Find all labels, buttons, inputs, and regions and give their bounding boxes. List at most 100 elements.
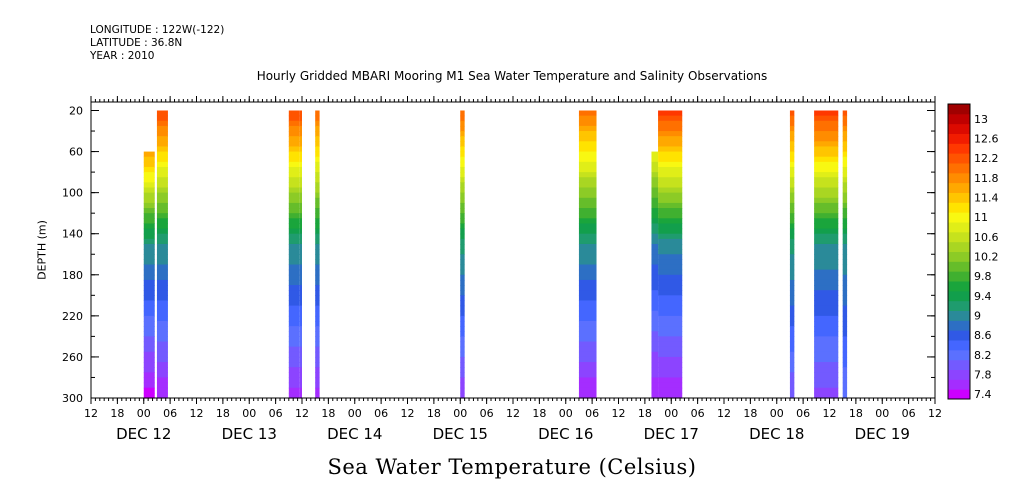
profile-cell <box>789 208 795 214</box>
profile-cell <box>299 208 302 214</box>
profile-cell <box>651 166 659 173</box>
profile-cell <box>789 218 795 225</box>
profile-cell <box>789 238 795 245</box>
profile-cell <box>658 141 683 148</box>
profile-cell <box>789 351 795 358</box>
profile-cell <box>578 161 597 168</box>
profile-cell <box>578 326 597 332</box>
profile-cell <box>842 341 848 348</box>
profile-cell <box>789 285 795 291</box>
profile-cell <box>460 351 465 358</box>
x-date-label: DEC 17 <box>644 425 699 443</box>
profile-cell <box>143 285 155 291</box>
profile-cell <box>658 233 683 240</box>
profile-cell <box>460 362 465 368</box>
profile-cell <box>288 110 300 117</box>
colorbar-border <box>947 103 971 400</box>
profile-cell <box>578 269 597 276</box>
profile-cell <box>156 264 168 271</box>
x-tick-label: 06 <box>691 407 705 420</box>
x-tick-label: 00 <box>664 407 678 420</box>
profile-cell <box>143 166 155 173</box>
profile-cell <box>288 182 300 189</box>
profile-cell <box>814 274 839 281</box>
colorbar-swatch <box>948 261 970 272</box>
profile-cell <box>288 392 300 399</box>
profile-cell <box>315 295 320 302</box>
colorbar-swatch <box>948 310 970 321</box>
profile-cell <box>814 202 839 209</box>
profile-cell <box>143 295 155 302</box>
colorbar-swatch <box>948 172 970 184</box>
profile-cell <box>842 187 848 194</box>
profile-cell <box>651 233 659 240</box>
profile-bar <box>651 151 659 399</box>
profile-cell <box>789 187 795 194</box>
profile-cell <box>651 362 659 368</box>
profile-cell <box>288 259 300 266</box>
profile-cell <box>842 197 848 204</box>
profile-cell <box>156 259 168 266</box>
colorbar-swatch <box>948 330 970 341</box>
chart-title: Hourly Gridded MBARI Mooring M1 Sea Wate… <box>256 69 768 83</box>
profile-cell <box>299 120 302 127</box>
profile-cell <box>658 213 683 219</box>
profile-cell <box>578 228 597 235</box>
profile-cell <box>460 336 465 343</box>
profile-cell <box>578 259 597 266</box>
profile-cell <box>658 351 683 358</box>
profile-cell <box>578 131 597 137</box>
profile-cell <box>288 387 300 394</box>
colorbar-swatch <box>948 340 970 351</box>
profile-cell <box>651 274 659 281</box>
profile-cell <box>658 115 683 122</box>
x-tick-label: 06 <box>902 407 916 420</box>
profile-cell <box>315 346 320 353</box>
profile-cell <box>842 351 848 358</box>
profile-cell <box>156 115 168 122</box>
profile-cell <box>578 208 597 214</box>
profile-cell <box>814 110 839 117</box>
profile-cell <box>288 341 300 348</box>
profile-cell <box>143 367 155 373</box>
colorbar-swatch <box>948 290 970 302</box>
profile-cell <box>789 228 795 235</box>
profile-cell <box>789 367 795 373</box>
profile-cell <box>842 382 848 389</box>
profile-cell <box>814 310 839 317</box>
profile-cell <box>143 182 155 189</box>
profile-cell <box>578 315 597 322</box>
profile-cell <box>814 187 839 194</box>
profile-cell <box>288 238 300 245</box>
profile-cell <box>288 166 300 173</box>
profile-cell <box>156 320 168 327</box>
profile-cell <box>578 331 597 337</box>
profile-cell <box>789 356 795 363</box>
profile-cell <box>651 249 659 255</box>
profile-cell <box>143 372 155 379</box>
profile-cell <box>651 392 659 399</box>
profile-cell <box>842 377 848 384</box>
profile-cell <box>814 249 839 255</box>
y-tick-label: 60 <box>69 146 83 159</box>
profile-cell <box>299 172 302 178</box>
profile-cell <box>156 362 168 368</box>
profile-cell <box>789 269 795 276</box>
profile-cell <box>658 110 683 117</box>
profile-cell <box>288 187 300 194</box>
x-tick-label: 18 <box>427 407 441 420</box>
profile-cell <box>651 382 659 389</box>
profile-cell <box>651 346 659 353</box>
profile-cell <box>315 166 320 173</box>
profile-cell <box>651 182 659 189</box>
profile-cell <box>156 192 168 199</box>
profile-cell <box>315 300 320 307</box>
colorbar-label: 9.8 <box>974 270 992 283</box>
x-tick-label: 12 <box>717 407 731 420</box>
colorbar-label: 9 <box>974 309 981 322</box>
profile-cell <box>143 223 155 230</box>
profile-cell <box>814 156 839 163</box>
profile-cell <box>789 115 795 122</box>
profile-cell <box>814 387 839 394</box>
profile-cell <box>288 377 300 384</box>
